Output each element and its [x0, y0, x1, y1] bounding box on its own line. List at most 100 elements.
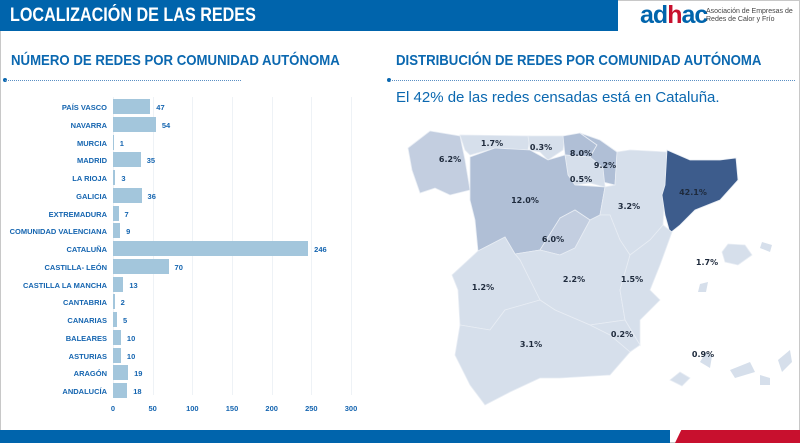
category-label: MURCIA — [77, 138, 107, 148]
data-label: 36 — [147, 191, 156, 201]
map-subtitle: El 42% de las redes censadas está en Cat… — [396, 89, 720, 106]
category-label: GALICIA — [76, 191, 107, 201]
data-label: 1 — [119, 138, 124, 148]
data-label: 18 — [133, 387, 142, 396]
data-label: 10 — [126, 333, 136, 343]
region-percent-label: 3.1% — [520, 340, 542, 349]
bar — [113, 365, 129, 381]
bar — [113, 223, 121, 239]
logo-subtitle: Asociación de Empresas de Redes de Calor… — [706, 8, 793, 23]
region-percent-label: 1.7% — [481, 139, 503, 148]
region-percent-label: 8.0% — [570, 149, 592, 158]
gridline — [311, 97, 313, 395]
bar — [113, 205, 119, 221]
category-label: PAÍS VASCO — [61, 103, 107, 112]
region-percent-label: 1.5% — [621, 275, 643, 284]
region-percent-label: 6.2% — [439, 155, 461, 164]
region-percent-label: 1.2% — [472, 283, 494, 292]
gridline — [351, 97, 352, 395]
data-label: 19 — [134, 369, 143, 379]
data-label: 9 — [126, 227, 131, 237]
bar — [113, 170, 116, 185]
bar — [113, 347, 121, 363]
island-shape — [760, 375, 770, 385]
region-percent-label: 0.2% — [611, 330, 633, 339]
page-title: LOCALIZACIÓN DE LAS REDES — [10, 5, 256, 26]
x-tick-label: 100 — [186, 404, 199, 413]
bar — [113, 134, 114, 150]
bar-chart-title: NÚMERO DE REDES POR COMUNIDAD AUTÓNOMA — [11, 52, 340, 69]
x-tick-label: 300 — [344, 404, 358, 413]
category-label: BALEARES — [65, 333, 107, 343]
data-label: 7 — [124, 209, 129, 219]
bar — [113, 116, 156, 132]
data-label: 2 — [120, 298, 125, 308]
bar — [113, 276, 124, 292]
category-label: CASTILLA- LEÓN — [44, 262, 108, 272]
data-label: 35 — [146, 156, 156, 166]
category-label: NAVARRA — [70, 120, 107, 130]
bar — [113, 241, 309, 256]
map-title: DISTRIBUCIÓN DE REDES POR COMUNIDAD AUTÓ… — [396, 52, 762, 69]
x-tick-label: 250 — [305, 404, 318, 413]
data-label: 13 — [129, 280, 138, 290]
category-label: CASTILLA LA MANCHA — [22, 280, 107, 290]
bar — [113, 329, 121, 345]
header-bar: LOCALIZACIÓN DE LAS REDES — [0, 0, 618, 31]
region-percent-label: 12.0% — [511, 196, 539, 205]
region-percent-label: 0.3% — [530, 143, 552, 152]
region-galicia[interactable] — [407, 130, 471, 196]
category-label: EXTREMADURA — [48, 209, 107, 219]
data-label: 54 — [161, 120, 171, 130]
category-label: CATALUÑA — [66, 245, 107, 254]
bar — [113, 294, 115, 310]
island-shape — [698, 282, 708, 292]
category-label: MADRID — [77, 156, 107, 166]
region-andalucia[interactable] — [454, 299, 631, 406]
region-percent-label: 0.5% — [570, 175, 592, 184]
region-baleares[interactable] — [721, 243, 753, 266]
region-percent-label: 3.2% — [618, 202, 640, 211]
category-label: ARAGÓN — [73, 369, 107, 379]
data-label: 10 — [126, 351, 136, 361]
data-label: 246 — [314, 245, 327, 254]
category-label: CANARIAS — [67, 316, 107, 325]
adhac-logo: adhac Asociación de Empresas de Redes de… — [640, 1, 800, 33]
x-tick-label: 50 — [148, 404, 157, 413]
x-tick-label: 150 — [225, 404, 239, 413]
island-shape — [730, 362, 755, 378]
divider-dot — [387, 78, 391, 82]
category-label: CANTABRIA — [62, 298, 107, 308]
island-shape — [778, 350, 792, 372]
data-label: 5 — [122, 316, 128, 325]
region-comunidad-valenciana[interactable] — [619, 224, 673, 347]
region-cataluna[interactable] — [661, 149, 739, 234]
region-percent-label: 9.2% — [594, 161, 616, 170]
bar — [113, 383, 128, 398]
logo-wordmark: adhac — [640, 1, 708, 29]
footer-stripe-red — [675, 430, 800, 443]
region-percent-label: 2.2% — [563, 275, 585, 284]
bar — [113, 187, 142, 203]
region-percent-label: 6.0% — [542, 235, 564, 244]
data-label: 3 — [121, 174, 126, 183]
category-label: COMUNIDAD VALENCIANA — [9, 227, 107, 237]
divider-left — [5, 80, 241, 81]
data-label: 70 — [174, 262, 183, 272]
x-tick-label: 0 — [110, 404, 116, 413]
region-canarias[interactable] — [669, 371, 691, 387]
island-shape — [700, 352, 712, 368]
category-label: ANDALUCÍA — [62, 387, 107, 396]
island-shape — [760, 242, 772, 252]
bar — [113, 152, 141, 168]
divider-right — [390, 80, 795, 81]
x-tick-label: 200 — [265, 404, 278, 413]
region-percent-label: 1.7% — [696, 258, 718, 267]
data-label: 47 — [156, 103, 165, 112]
category-label: ASTURIAS — [68, 351, 107, 361]
bar — [113, 258, 169, 274]
category-label: LA RIOJA — [72, 174, 107, 183]
region-percent-label: 42.1% — [679, 188, 707, 197]
bar — [113, 312, 117, 327]
